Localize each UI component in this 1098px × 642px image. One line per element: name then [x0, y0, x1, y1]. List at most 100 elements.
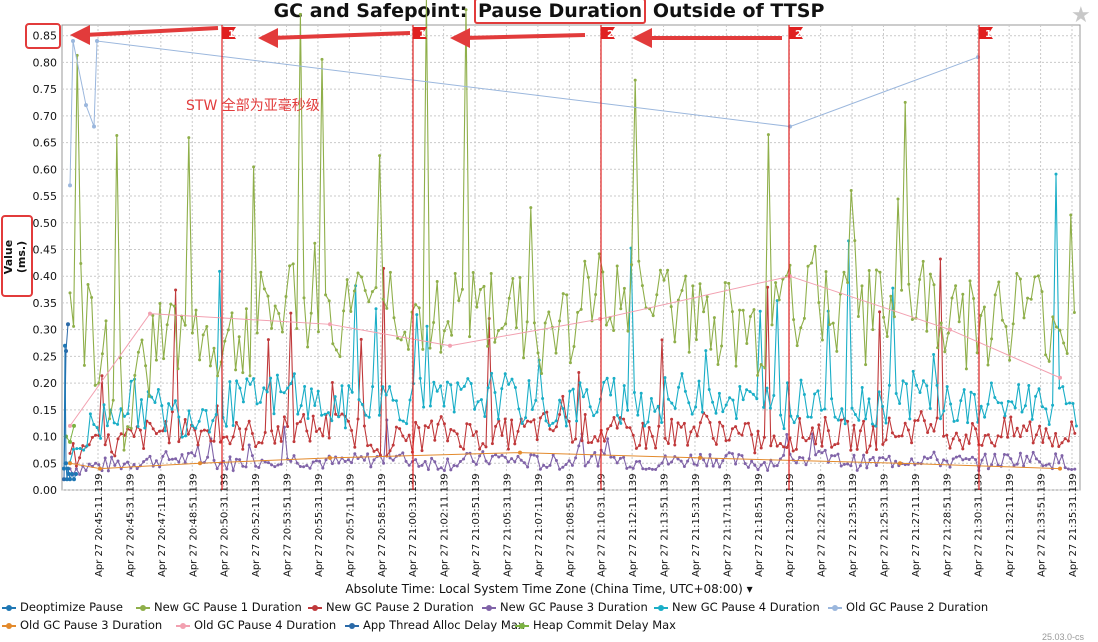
data-point	[705, 295, 709, 299]
data-point	[209, 439, 213, 443]
data-point	[193, 454, 197, 458]
data-point	[756, 468, 760, 472]
data-point	[622, 417, 626, 421]
data-point	[612, 328, 616, 332]
data-point	[705, 414, 709, 418]
data-point	[513, 460, 517, 464]
data-point	[846, 462, 850, 466]
data-point	[1010, 400, 1014, 404]
data-point	[852, 453, 856, 457]
data-point	[94, 461, 98, 465]
data-point	[532, 418, 536, 422]
data-point	[449, 468, 453, 472]
data-point	[926, 457, 930, 461]
data-point	[284, 295, 288, 299]
legend-item[interactable]: Old GC Pause 2 Duration	[828, 600, 988, 614]
data-point	[231, 435, 235, 439]
data-point	[641, 467, 645, 471]
data-point	[328, 322, 332, 327]
legend-item[interactable]: Deoptimize Pause	[2, 600, 123, 614]
legend-item[interactable]: New GC Pause 3 Duration	[482, 600, 648, 614]
data-point	[356, 417, 360, 421]
data-point	[913, 419, 917, 423]
data-point	[765, 386, 769, 390]
data-point	[983, 452, 987, 456]
data-point	[686, 443, 690, 447]
legend-dot	[349, 622, 355, 629]
data-point	[1031, 441, 1035, 445]
data-point	[770, 323, 774, 327]
data-point	[630, 263, 634, 267]
data-point	[1050, 444, 1054, 448]
data-point	[142, 460, 146, 464]
data-point	[753, 463, 757, 467]
data-point	[74, 467, 78, 471]
data-point	[160, 404, 164, 408]
data-point	[428, 346, 432, 350]
data-point	[529, 206, 533, 210]
data-point	[1018, 435, 1022, 439]
data-point	[769, 444, 773, 448]
data-point	[496, 329, 500, 333]
x-tick-label: Apr 27 20:58:51.139	[377, 473, 388, 577]
data-point	[704, 349, 708, 353]
data-point	[1011, 322, 1015, 326]
data-point	[151, 313, 155, 317]
data-point	[1063, 466, 1067, 470]
data-point	[759, 463, 763, 467]
data-point	[979, 404, 983, 408]
legend-item[interactable]: Heap Commit Delay Max	[515, 618, 676, 632]
data-point	[1025, 429, 1029, 433]
data-point	[1030, 417, 1034, 421]
data-point	[342, 309, 346, 313]
legend-item[interactable]: Old GC Pause 3 Duration	[2, 618, 162, 632]
data-point	[690, 412, 694, 416]
data-point	[707, 388, 711, 392]
data-point	[1025, 454, 1029, 458]
data-point	[1034, 433, 1038, 437]
data-point	[823, 407, 827, 411]
data-point	[446, 320, 450, 324]
data-point	[597, 252, 601, 256]
data-point	[1069, 213, 1073, 217]
x-axis-label[interactable]: Absolute Time: Local System Time Zone (C…	[345, 582, 753, 596]
data-point	[475, 305, 479, 309]
data-point	[1058, 375, 1062, 380]
x-tick-label: Apr 27 21:05:31.139	[502, 473, 513, 577]
data-point	[484, 459, 488, 463]
data-point	[247, 419, 251, 423]
data-point	[700, 410, 704, 414]
data-point	[756, 373, 760, 377]
data-point	[471, 459, 475, 463]
data-point	[404, 439, 408, 443]
data-point	[378, 154, 382, 158]
data-point	[484, 445, 488, 449]
data-point	[576, 310, 580, 314]
data-point	[439, 466, 443, 470]
data-point	[460, 287, 464, 291]
data-point	[459, 387, 463, 391]
legend-item[interactable]: New GC Pause 2 Duration	[308, 600, 474, 614]
legend-item[interactable]: New GC Pause 1 Duration	[136, 600, 302, 614]
data-point	[399, 338, 403, 342]
y-tick-label: 0.60	[33, 163, 58, 176]
data-point	[448, 343, 452, 348]
data-point	[814, 442, 818, 446]
data-point	[561, 465, 565, 469]
data-point	[507, 382, 511, 386]
data-point	[609, 455, 613, 459]
data-point	[919, 410, 923, 414]
data-point	[266, 338, 270, 342]
legend-item[interactable]: New GC Pause 4 Duration	[654, 600, 820, 614]
data-point	[842, 462, 846, 466]
data-point	[728, 396, 732, 400]
data-point	[878, 270, 882, 274]
star-icon[interactable]: ★	[1071, 2, 1091, 27]
legend-item[interactable]: Old GC Pause 4 Duration	[176, 618, 336, 632]
legend-item[interactable]: App Thread Alloc Delay Max	[345, 618, 525, 632]
data-point	[734, 425, 738, 429]
data-point	[558, 467, 562, 471]
data-point	[263, 430, 267, 434]
data-point	[723, 281, 727, 285]
chart-canvas: 0.00 0.05 0.10 0.15 0.20 0.25 0.30 0.35 0.40 0.45…	[25, 0, 1081, 577]
